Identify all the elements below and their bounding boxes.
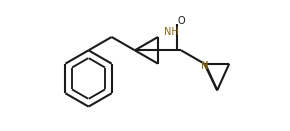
Text: NH: NH <box>164 27 178 37</box>
Text: O: O <box>177 15 185 26</box>
Text: N: N <box>201 61 208 71</box>
Text: H: H <box>201 61 208 71</box>
